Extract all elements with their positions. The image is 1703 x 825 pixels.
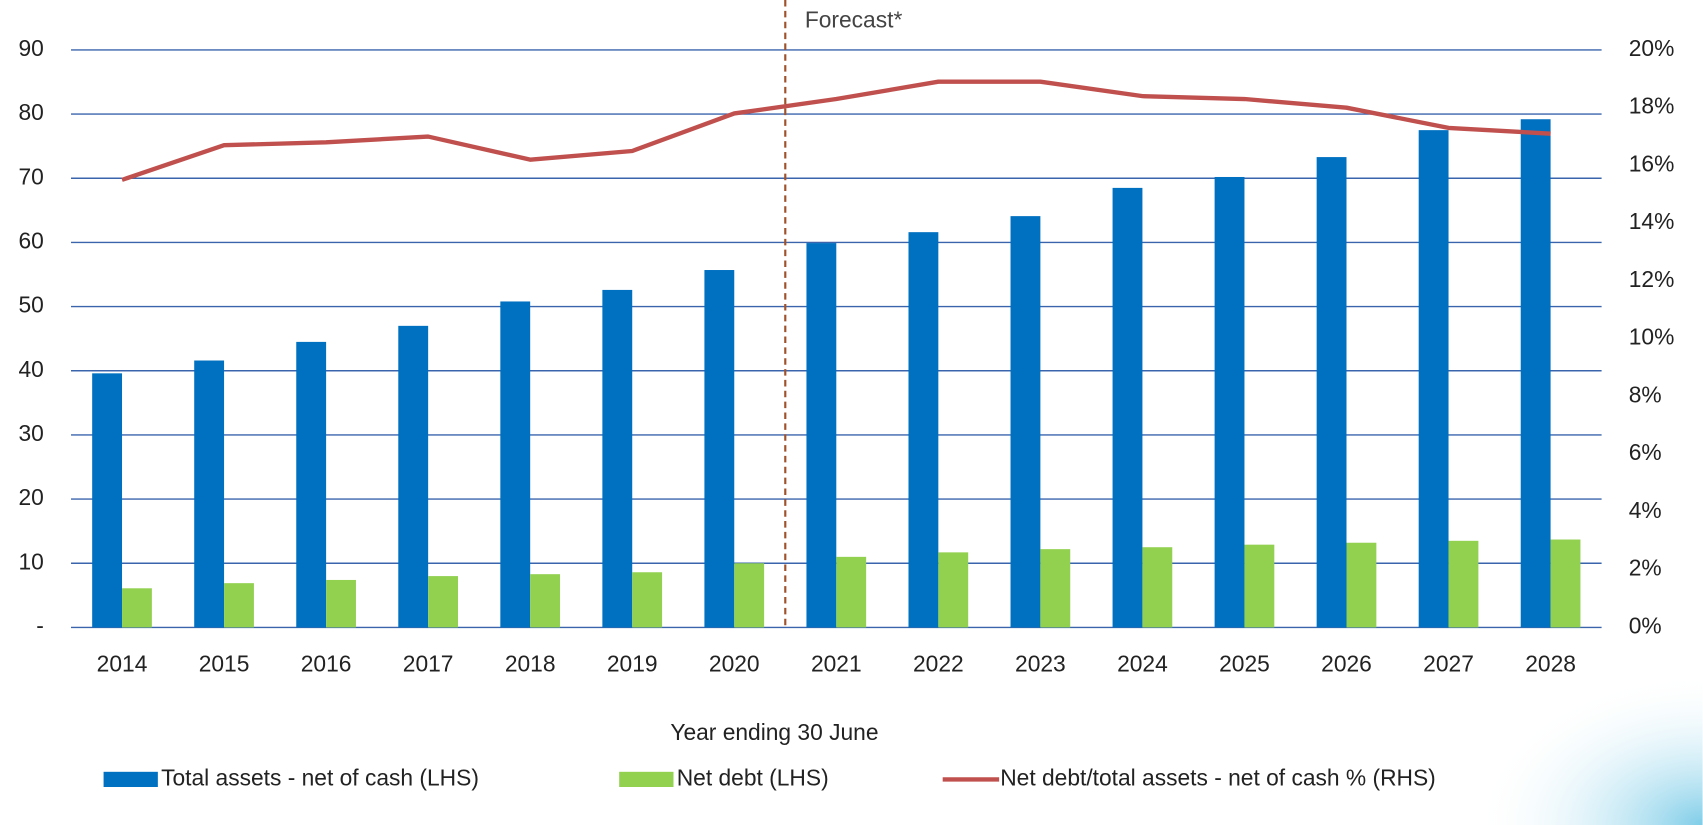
- bar: [704, 270, 735, 628]
- y-tick-label: -: [36, 612, 44, 638]
- line: [121, 79, 1551, 182]
- x-axis-title: Year ending 30 June: [670, 719, 878, 745]
- bar: [92, 373, 123, 628]
- x-tick-label: 2016: [301, 650, 352, 676]
- bar: [806, 243, 837, 628]
- y-tick-label: 50: [19, 292, 44, 318]
- legend-label: Net debt (LHS): [677, 764, 829, 790]
- y2-tick-label: 2%: [1629, 555, 1662, 581]
- bar: [530, 574, 561, 628]
- bar: [1448, 540, 1479, 628]
- bar: [122, 588, 152, 628]
- bar: [938, 552, 969, 628]
- y-tick-label: 90: [19, 35, 44, 61]
- bar: [1520, 119, 1551, 628]
- bar: [1418, 130, 1449, 628]
- bar: [398, 325, 429, 628]
- bar: [836, 556, 867, 628]
- x-tick-label: 2022: [913, 650, 964, 676]
- bar: [1040, 549, 1071, 628]
- bar: [1244, 544, 1275, 628]
- x-tick-label: 2027: [1423, 650, 1474, 676]
- bar: [224, 583, 254, 628]
- legend-swatch: [103, 771, 158, 788]
- x-tick-label: 2025: [1219, 650, 1270, 676]
- x-tick-label: 2023: [1015, 650, 1066, 676]
- y2-tick-label: 10%: [1629, 324, 1675, 350]
- bar: [1346, 542, 1377, 628]
- x-tick-label: 2018: [505, 650, 556, 676]
- x-tick-label: 2026: [1321, 650, 1372, 676]
- x-tick-label: 2017: [403, 650, 454, 676]
- bar: [632, 572, 663, 628]
- x-tick-label: 2020: [709, 650, 760, 676]
- y-tick-label: 10: [19, 548, 44, 574]
- y2-tick-label: 4%: [1629, 497, 1662, 523]
- bar: [296, 341, 327, 628]
- y-tick-label: 80: [19, 99, 44, 125]
- legend-swatch: [619, 771, 674, 788]
- bar: [1112, 187, 1143, 628]
- y2-tick-label: 20%: [1629, 35, 1675, 61]
- y-tick-label: 30: [19, 420, 44, 446]
- y2-tick-label: 18%: [1629, 93, 1675, 119]
- y2-tick-label: 8%: [1629, 381, 1662, 407]
- y2-tick-label: 16%: [1629, 150, 1675, 176]
- x-tick-label: 2024: [1117, 650, 1168, 676]
- bar: [734, 563, 765, 628]
- x-tick-label: 2021: [811, 650, 862, 676]
- bar: [428, 576, 458, 628]
- y-tick-label: 60: [19, 227, 44, 253]
- bar: [908, 232, 939, 628]
- y2-tick-label: 0%: [1629, 612, 1662, 638]
- y2-tick-label: 14%: [1629, 208, 1675, 234]
- y2-tick-label: 6%: [1629, 439, 1662, 465]
- bar: [326, 579, 356, 628]
- legend-label: Total assets - net of cash (LHS): [161, 764, 479, 790]
- bar: [1010, 216, 1041, 628]
- x-tick-label: 2015: [199, 650, 250, 676]
- y-tick-label: 70: [19, 163, 44, 189]
- bar: [194, 360, 225, 628]
- annotation: Forecast*: [805, 7, 903, 33]
- x-tick-label: 2014: [97, 650, 148, 676]
- bar: [1142, 547, 1173, 628]
- bar: [1316, 157, 1347, 628]
- y-tick-label: 40: [19, 356, 44, 382]
- x-tick-label: 2019: [607, 650, 658, 676]
- y-tick-label: 20: [19, 484, 44, 510]
- bar: [1214, 176, 1245, 628]
- bar: [500, 301, 531, 628]
- bar: [602, 289, 633, 628]
- legend-label: Net debt/total assets - net of cash % (R…: [1000, 764, 1436, 790]
- bar: [1550, 539, 1581, 628]
- x-tick-label: 2028: [1525, 650, 1576, 676]
- y2-tick-label: 12%: [1629, 266, 1675, 292]
